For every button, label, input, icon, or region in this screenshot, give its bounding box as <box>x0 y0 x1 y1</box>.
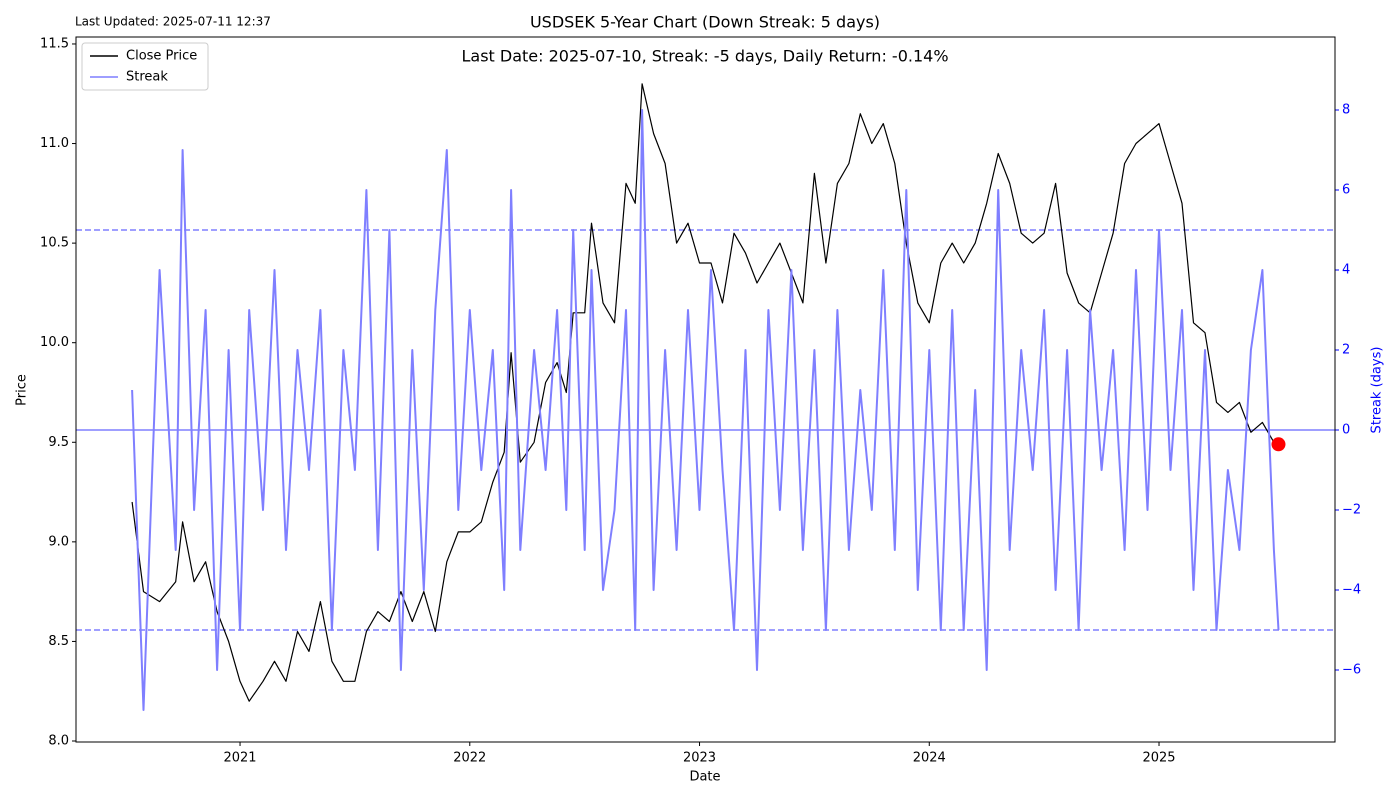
legend-label: Streak <box>126 70 168 85</box>
y-tick-label: 9.0 <box>48 534 69 549</box>
y-axis-label: Price <box>15 374 30 406</box>
y2-tick-label: 8 <box>1342 103 1350 118</box>
chart-title: USDSEK 5-Year Chart (Down Streak: 5 days… <box>530 13 880 32</box>
y2-tick-label: 4 <box>1342 263 1350 278</box>
y-tick-label: 8.5 <box>48 634 69 649</box>
y2-tick-label: 6 <box>1342 183 1350 198</box>
y-tick-label: 10.5 <box>40 236 69 251</box>
legend-label: Close Price <box>126 49 197 64</box>
y2-tick-label: −2 <box>1342 503 1361 518</box>
x-axis-label: Date <box>689 770 720 785</box>
x-tick-label: 2022 <box>453 751 486 766</box>
y2-axis-label: Streak (days) <box>1370 347 1385 434</box>
last-point <box>1271 437 1286 452</box>
y2-tick-label: 2 <box>1342 343 1350 358</box>
x-tick-label: 2023 <box>683 751 716 766</box>
y-tick-label: 9.5 <box>48 435 69 450</box>
legend-box <box>81 42 209 91</box>
subtitle: Last Date: 2025-07-10, Streak: -5 days, … <box>461 47 948 66</box>
y-tick-label: 8.0 <box>48 734 69 749</box>
y2-tick-label: −4 <box>1342 583 1361 598</box>
x-tick-label: 2025 <box>1142 751 1175 766</box>
plot-frame <box>75 36 1336 743</box>
series-line <box>131 109 1280 711</box>
y-tick-label: 10.0 <box>40 335 69 350</box>
x-tick-label: 2021 <box>223 751 256 766</box>
y2-tick-label: −6 <box>1342 663 1361 678</box>
y-tick-label: 11.0 <box>40 136 69 151</box>
x-tick-label: 2024 <box>913 751 946 766</box>
note: Last Updated: 2025-07-11 12:37 <box>75 15 271 29</box>
y-tick-label: 11.5 <box>40 36 69 51</box>
y2-tick-label: 0 <box>1342 423 1350 438</box>
